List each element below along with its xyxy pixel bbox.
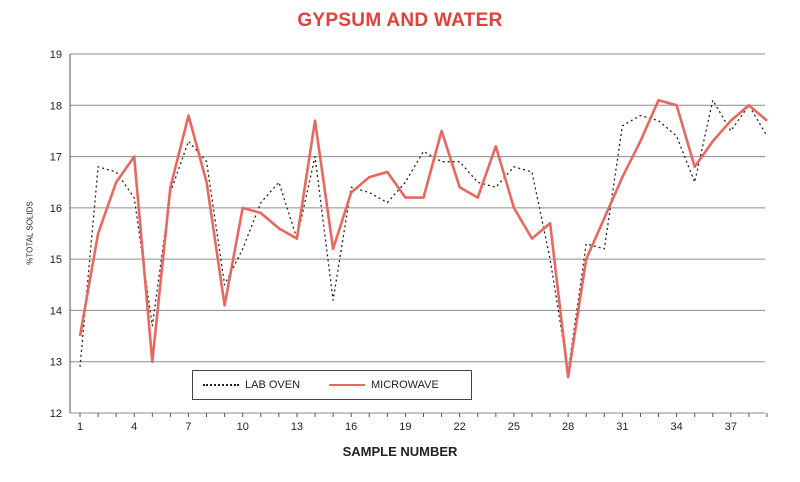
series-line-microwave xyxy=(78,98,768,379)
series-layer xyxy=(78,98,768,379)
y-tick-label: 17 xyxy=(50,152,62,164)
legend-swatch-microwave xyxy=(329,384,365,386)
y-tick-label: 14 xyxy=(50,305,62,317)
y-tick-label: 15 xyxy=(50,254,62,266)
y-tick-label: 19 xyxy=(50,49,62,61)
x-tick-label: 28 xyxy=(562,421,574,433)
y-axis-label: %TOTAL SOLIDS xyxy=(25,201,35,265)
y-tick-label: 16 xyxy=(50,203,62,215)
y-tick-label: 12 xyxy=(50,408,62,420)
axis-layer xyxy=(69,54,768,417)
x-tick-label: 16 xyxy=(345,421,357,433)
x-tick-label: 34 xyxy=(670,421,682,433)
x-tick-label: 4 xyxy=(131,421,137,433)
x-tick-label: 10 xyxy=(237,421,249,433)
y-tick-label: 13 xyxy=(50,357,62,369)
x-tick-label: 1 xyxy=(77,421,83,433)
legend-label-lab-oven: LAB OVEN xyxy=(245,379,301,391)
x-tick-label: 31 xyxy=(616,421,628,433)
legend-swatch-lab-oven xyxy=(203,384,239,386)
x-tick-label: 19 xyxy=(399,421,411,433)
x-tick-label: 13 xyxy=(291,421,303,433)
x-tick-label: 37 xyxy=(725,421,737,433)
chart-title: GYPSUM AND WATER xyxy=(297,10,503,31)
y-tick-label: 18 xyxy=(50,100,62,112)
x-axis-label: SAMPLE NUMBER xyxy=(342,444,458,459)
legend: LAB OVEN MICROWAVE xyxy=(192,370,472,400)
x-tick-label: 25 xyxy=(508,421,520,433)
x-tick-label: 7 xyxy=(185,421,191,433)
x-tick-label: 22 xyxy=(454,421,466,433)
legend-item-lab-oven: LAB OVEN xyxy=(203,371,300,399)
grid-layer xyxy=(70,53,765,414)
legend-label-microwave: MICROWAVE xyxy=(371,379,439,391)
legend-item-microwave: MICROWAVE xyxy=(329,371,439,399)
